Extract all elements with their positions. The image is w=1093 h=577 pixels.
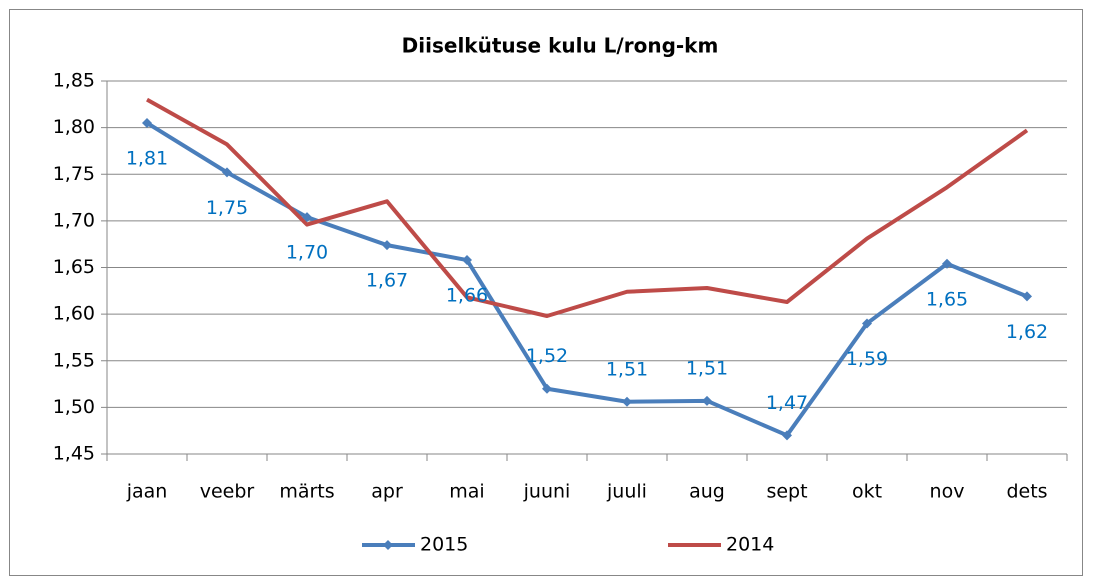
y-tick-label: 1,85 [53,70,95,92]
y-tick-label: 1,45 [53,443,95,465]
point-marker [702,395,712,406]
series-line [146,97,1029,318]
y-tick-label: 1,65 [53,256,95,278]
point-marker [942,258,952,269]
point-marker [622,396,632,407]
y-tick-label: 1,55 [53,349,95,371]
chart-title: Diiselkütuse kulu L/rong-km [402,34,719,58]
data-label: 1,52 [526,345,568,367]
x-tick-label: dets [1006,481,1047,503]
x-tick-label: jaan [126,481,168,503]
data-label: 1,67 [366,270,408,292]
x-tick-label: veebr [200,481,255,503]
data-label: 1,51 [686,357,728,379]
point-marker [382,240,392,251]
data-label: 1,62 [1006,321,1048,343]
chart-border [9,9,1083,576]
legend-marker [383,540,393,550]
x-tick-label: juuli [606,481,647,503]
y-tick-label: 1,70 [53,209,95,231]
x-tick-label: sept [766,481,807,503]
y-tick-label: 1,80 [53,116,95,138]
x-tick-label: aug [689,481,725,503]
point-marker [782,430,792,441]
data-label: 1,66 [446,285,488,307]
point-marker [302,212,312,223]
y-tick-label: 1,50 [53,396,95,418]
point-marker [542,383,552,394]
x-tick-label: mai [449,481,484,503]
data-label: 1,81 [126,147,168,169]
point-marker [1022,291,1032,302]
legend-label: 2015 [420,534,468,556]
x-tick-label: nov [930,481,965,503]
y-tick-label: 1,75 [53,163,95,185]
x-tick-label: apr [371,481,403,503]
x-tick-label: märts [279,481,334,503]
data-label: 1,65 [926,288,968,310]
point-marker [462,255,472,266]
point-marker [862,318,872,329]
x-tick-label: okt [852,481,882,503]
point-marker [142,117,152,128]
y-tick-label: 1,60 [53,303,95,325]
data-label: 1,70 [286,242,328,264]
legend-label: 2014 [726,534,774,556]
data-label: 1,47 [766,392,808,414]
data-label: 1,59 [846,348,888,370]
point-marker [222,167,232,178]
data-label: 1,75 [206,197,248,219]
x-tick-label: juuni [523,481,571,503]
data-label: 1,51 [606,358,648,380]
